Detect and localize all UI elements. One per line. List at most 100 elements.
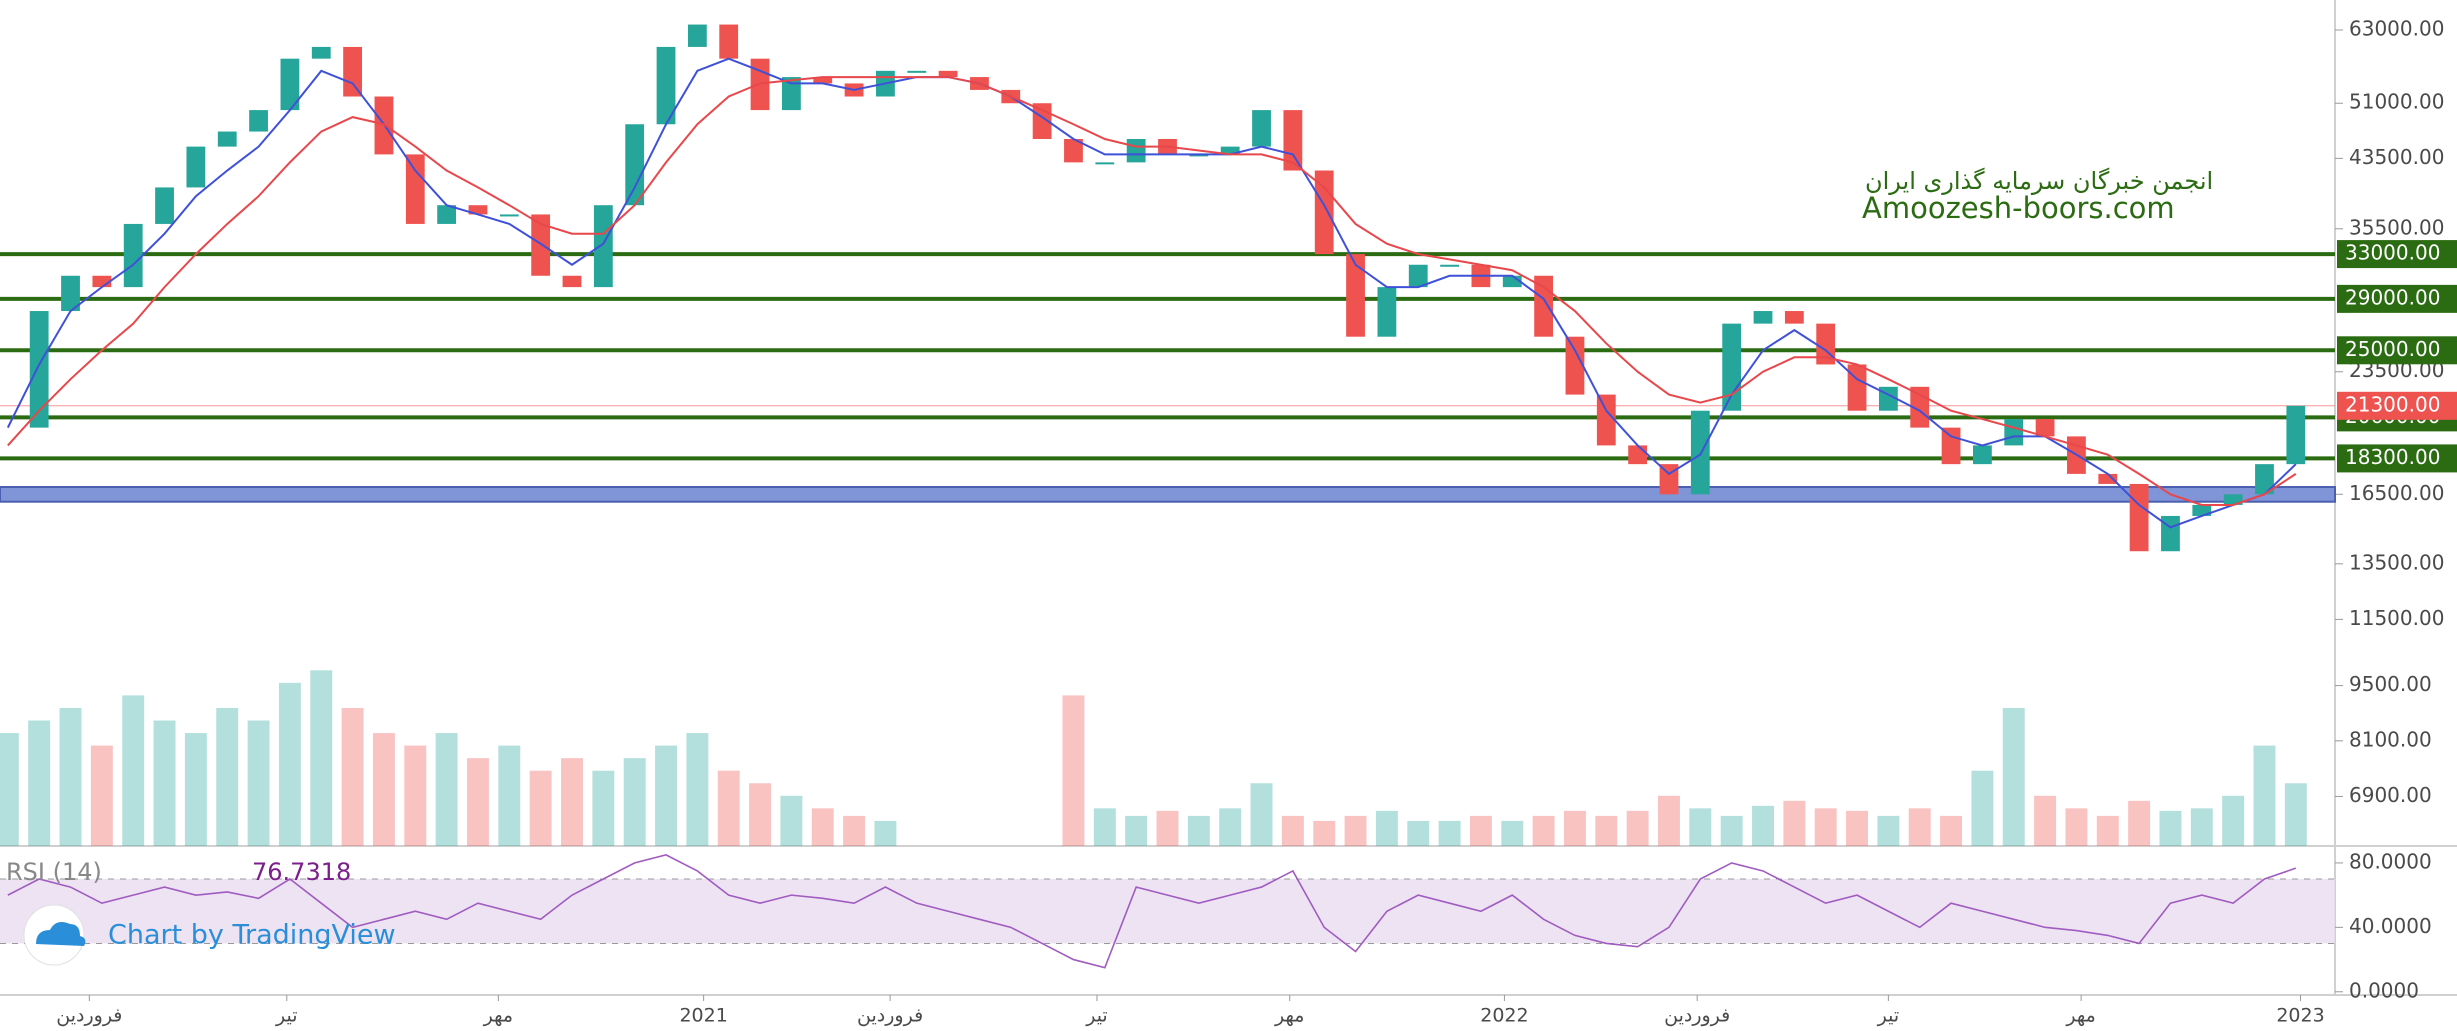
candle [123,223,143,288]
level-label: 29000.00 [2345,285,2440,309]
x-tick-label: فروردین [1664,1005,1730,1027]
candle [1753,311,1773,324]
volume-bar [1658,795,1680,846]
level-label-box [2337,240,2457,269]
candle [405,154,425,224]
candle [2129,483,2149,552]
x-tick-label: 2022 [1480,1005,1528,1027]
volume-bar [2034,795,2057,846]
y-tick-label: 43500.00 [2349,145,2444,169]
level-label-box [2337,284,2457,313]
candle [1502,275,1522,288]
y-tick-label: 8100.00 [2349,727,2432,751]
volume-bar [2190,808,2213,846]
volume-bar [1281,815,1304,846]
current-price-label: 21300.00 [2345,392,2440,416]
rsi-band [0,879,2335,944]
candle [155,187,174,224]
candle [1408,264,1428,288]
y-tick-label: 13500.00 [2349,550,2444,574]
candle [1565,336,1585,395]
volume-bar [561,758,583,846]
rsi-value: 76.7318 [252,858,351,886]
volume-bar [1313,820,1336,846]
y-tick-label: 51000.00 [2349,90,2444,114]
volume-bar [1250,783,1273,846]
candle [938,70,958,78]
volume-bar [1563,810,1586,846]
volume-bar [2065,808,2088,846]
y-tick-label: 11500.00 [2349,606,2444,630]
candle [531,214,551,276]
volume-bar [1093,808,1116,846]
volume-bar [874,820,897,846]
volume-bar [1156,810,1179,846]
y-tick-label: 16500.00 [2349,481,2444,505]
candle [186,146,206,188]
candle [562,275,582,288]
candle [1440,264,1459,267]
volume-bar [2253,745,2276,846]
candle [1972,445,1992,465]
volume-bar [498,745,521,846]
volume-bar [623,758,646,846]
candle [61,275,80,312]
volume-bar [1689,808,1712,846]
candle [1346,254,1365,337]
candle [719,24,739,59]
volume-bar [1877,815,1900,846]
candle [2286,405,2306,465]
volume-bar [592,770,615,846]
volume-bar [1469,815,1492,846]
candle [2161,515,2180,552]
volume-bar [216,707,239,846]
candle [1941,427,1961,465]
volume-bar [2002,707,2025,846]
volume-bar [184,733,207,846]
x-tick-label: 2023 [2276,1005,2324,1027]
volume-bar [1971,770,1994,846]
x-tick-label: تیر [275,1005,298,1027]
volume-bar [341,707,364,846]
volume-bar [467,758,489,846]
volume-bar [1595,815,1618,846]
current-price-box [2337,391,2457,420]
candle [687,24,707,47]
volume-bar [278,682,301,846]
volume-bar [529,770,552,846]
volume-bar [1125,815,1148,846]
candle [1283,110,1303,171]
volume-bar [811,808,834,846]
y-tick-label: 6900.00 [2349,783,2432,807]
candle [781,77,801,111]
volume-bar [1062,695,1085,846]
x-tick-label: تیر [1877,1005,1900,1027]
candle [1095,162,1115,165]
volume-bar [2159,810,2182,846]
rsi-line [7,854,2297,969]
volume-bar [372,733,395,846]
volume-bar [153,720,176,846]
volume-bar [1219,808,1242,846]
volume-bar [2128,800,2151,846]
ma-line [6,57,2297,529]
volume-bar [686,733,709,846]
volume-bar [1375,810,1398,846]
candle [1534,275,1554,337]
rsi-tick-label: 0.0000 [2349,978,2419,1002]
x-tick-label: فروردین [857,1005,923,1027]
candle [813,77,833,84]
logo-cloud [36,922,86,946]
candle [437,205,457,224]
candle [1847,364,1867,411]
y-tick-label: 35500.00 [2349,215,2444,239]
x-tick-label: تیر [1085,1005,1108,1027]
volume-bar [1344,815,1367,846]
volume-bar [1908,808,1931,846]
candle [2223,494,2243,505]
candle [343,46,363,97]
x-tick-label: 2021 [679,1005,727,1027]
volume-bar [717,770,740,846]
volume-bar [247,720,270,846]
